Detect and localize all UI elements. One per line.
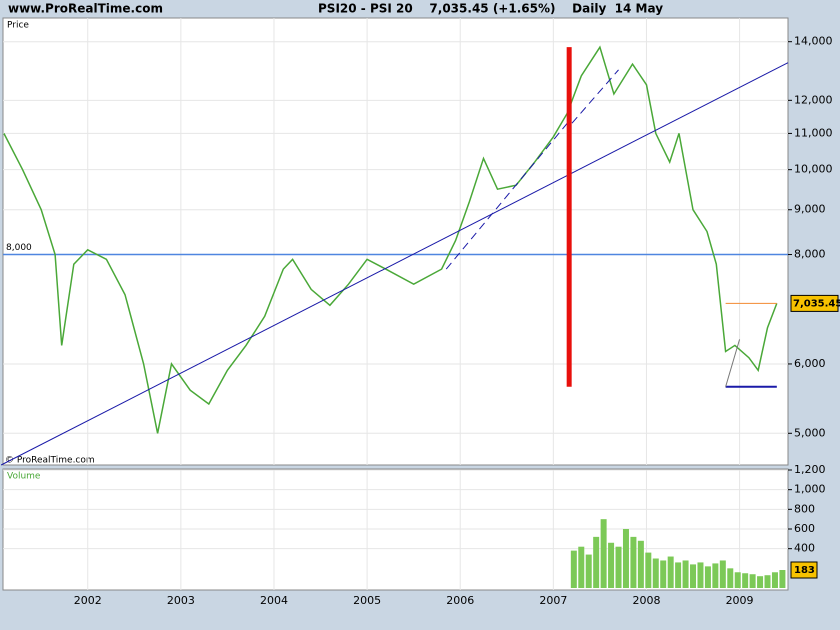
x-tick-label: 2005	[353, 594, 381, 607]
x-tick-label: 2006	[446, 594, 474, 607]
volume-bar	[593, 536, 600, 588]
volume-bar	[697, 562, 704, 588]
volume-bar	[585, 554, 592, 588]
volume-bar	[719, 560, 726, 588]
y-tick-label: 12,000	[794, 93, 833, 106]
volume-bar	[570, 550, 577, 588]
volume-label: Volume	[7, 472, 41, 482]
y-tick-label: 9,000	[794, 203, 826, 216]
volume-bar	[652, 558, 659, 588]
volume-bar	[622, 529, 629, 588]
volume-bar	[630, 536, 637, 588]
volume-bar	[757, 576, 764, 588]
x-tick-label: 2002	[74, 594, 102, 607]
volume-tag-box	[790, 561, 818, 579]
volume-bar	[749, 574, 756, 588]
trend-line	[725, 339, 741, 387]
volume-bar	[660, 560, 667, 588]
volume-bar	[764, 575, 771, 588]
volume-bar	[645, 552, 652, 588]
volume-bar	[742, 573, 749, 588]
x-tick-label: 2003	[167, 594, 195, 607]
volume-bar	[675, 562, 682, 588]
volume-bar	[734, 572, 741, 588]
y-tick-label: 8,000	[794, 248, 826, 261]
volume-bar	[704, 566, 711, 588]
y-tick-label: 11,000	[794, 126, 833, 139]
panel-label: Price	[7, 21, 29, 31]
x-tick-label: 2009	[726, 594, 754, 607]
trend-line	[0, 62, 789, 466]
chart-title: PSI20 - PSI 20 7,035.45 (+1.65%) Daily 1…	[318, 2, 663, 16]
volume-bar	[771, 572, 778, 588]
price-line	[3, 45, 778, 434]
hline-label: 8,000	[6, 243, 32, 253]
volume-bar	[690, 564, 697, 588]
y-tick-label: 600	[794, 522, 815, 535]
x-tick-label: 2008	[632, 594, 660, 607]
y-tick-label: 800	[794, 502, 815, 515]
y-tick-label: 1,200	[794, 463, 826, 476]
y-tick-label: 6,000	[794, 357, 826, 370]
volume-bar	[608, 542, 615, 588]
y-tick-label: 14,000	[794, 35, 833, 48]
x-tick-label: 2004	[260, 594, 288, 607]
volume-bar	[682, 560, 689, 588]
y-tick-label: 10,000	[794, 163, 833, 176]
volume-bar	[712, 563, 719, 588]
volume-bar	[615, 546, 622, 588]
trend-line	[571, 69, 619, 124]
volume-bar	[578, 546, 585, 588]
y-tick-label: 5,000	[794, 426, 826, 439]
header-bar	[0, 0, 840, 18]
trend-line	[445, 122, 568, 270]
x-tick-label: 2007	[539, 594, 567, 607]
copyright: © ProRealTime.com	[5, 456, 95, 466]
price-tag-box	[790, 294, 839, 312]
volume-bar	[727, 568, 734, 588]
y-tick-label: 1,000	[794, 483, 826, 496]
volume-bar	[779, 570, 786, 588]
volume-bar	[667, 556, 674, 588]
volume-bar	[637, 540, 644, 588]
source: www.ProRealTime.com	[8, 2, 163, 16]
y-tick-label: 400	[794, 542, 815, 555]
price-panel	[2, 17, 789, 466]
volume-tag: 183	[794, 565, 815, 576]
price-tag: 7,035.45	[793, 298, 840, 309]
volume-bar	[600, 519, 607, 588]
